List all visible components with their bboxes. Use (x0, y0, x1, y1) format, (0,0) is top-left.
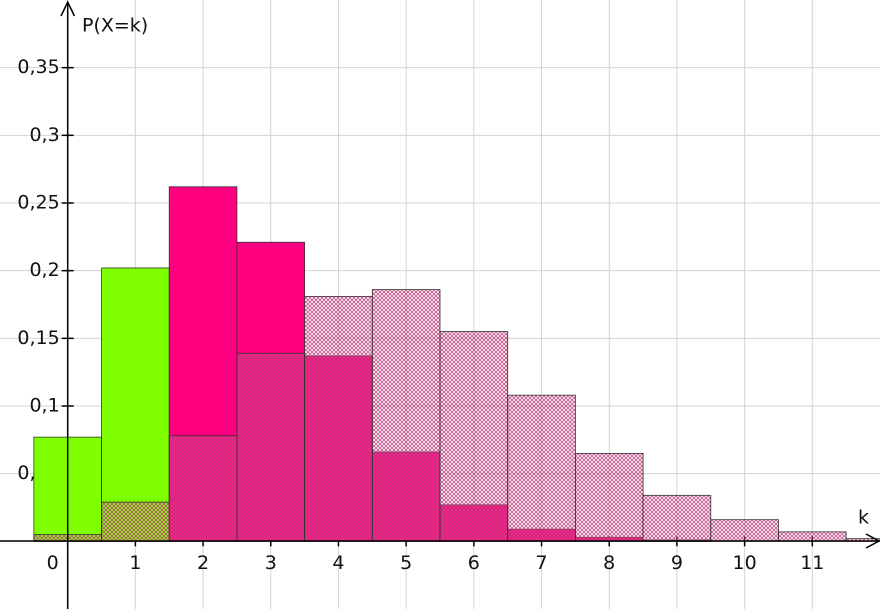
bar (371, 289, 441, 542)
bar (507, 394, 576, 542)
x-tick-label: 0 (47, 552, 59, 574)
y-tick-label: 0,15 (17, 327, 59, 349)
x-tick-label: 11 (800, 552, 824, 574)
y-axis-arrow (60, 0, 76, 17)
bar (439, 331, 509, 542)
x-tick-label: 6 (468, 552, 480, 574)
bar (845, 538, 880, 542)
x-tick-label: 10 (733, 552, 757, 574)
y-axis-label: P(X=k) (82, 15, 148, 37)
y-tick-label: 0,25 (17, 192, 59, 214)
bar (710, 519, 779, 542)
x-tick-label: 2 (197, 552, 209, 574)
y-tick-label: 0,1 (29, 395, 59, 417)
x-tick-label: 7 (535, 552, 547, 574)
x-tick-label: 9 (671, 552, 683, 574)
bar (101, 267, 170, 542)
bar (304, 295, 373, 542)
y-tick-label: 0,2 (29, 259, 59, 281)
bar (236, 352, 306, 542)
x-tick-label: 5 (400, 552, 412, 574)
bar (168, 435, 238, 542)
x-axis-arrow (865, 533, 880, 549)
bar (778, 531, 847, 542)
bars (33, 186, 880, 542)
x-tick-label: 1 (129, 552, 141, 574)
bar (101, 501, 170, 542)
x-tick-label: 3 (265, 552, 277, 574)
bar (574, 452, 644, 542)
y-tick-label: 0,35 (17, 56, 59, 78)
x-tick-label: 4 (332, 552, 344, 574)
x-axis-label: k (858, 507, 869, 529)
y-tick-label: 0,3 (29, 124, 59, 146)
x-tick-label: 8 (603, 552, 615, 574)
bar (642, 494, 712, 542)
